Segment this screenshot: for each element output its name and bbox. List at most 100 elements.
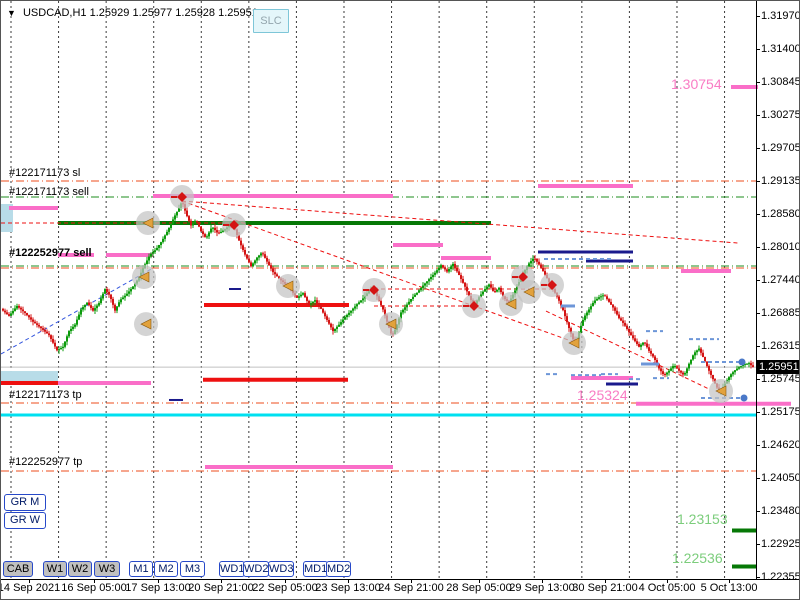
sell-arrow-icon — [385, 318, 397, 330]
x-axis-tick — [221, 579, 222, 583]
x-axis-label: 28 Sep 05:00 — [446, 582, 512, 594]
y-axis-label: 1.27440 — [761, 274, 800, 286]
y-axis-label: 1.22925 — [761, 538, 800, 550]
y-axis-tick — [756, 313, 760, 314]
y-axis-label: 1.29705 — [761, 142, 800, 154]
x-axis-tick — [29, 579, 30, 583]
order-line-label: #122171173 sl — [9, 167, 81, 179]
x-axis-tick — [158, 579, 159, 583]
symbol-timeframe-label: USDCAD,H1 — [22, 7, 87, 19]
y-axis-tick — [756, 511, 760, 512]
open-value: 1.25929 — [89, 7, 130, 19]
y-axis-tick — [756, 181, 760, 182]
y-axis-tick — [756, 49, 760, 50]
y-axis-tick — [756, 280, 760, 281]
toolbar-button-w3[interactable]: W3 — [94, 561, 120, 577]
toolbar-button-wd1[interactable]: WD1 — [219, 561, 245, 577]
blue-dot-icon — [738, 358, 746, 366]
x-axis-label: 16 Sep 05:00 — [61, 582, 127, 594]
order-line-label: #122171173 sell — [9, 186, 89, 198]
trade-markers — [132, 184, 733, 403]
y-axis-tick — [756, 544, 760, 545]
sell-arrow-icon — [505, 298, 517, 310]
blue-dot-icon — [740, 394, 748, 402]
price-dots — [738, 358, 748, 402]
symbol-dropdown-icon[interactable]: ▼ — [7, 8, 16, 18]
y-axis-label: 1.30275 — [761, 109, 800, 121]
x-axis-tick — [605, 579, 606, 583]
y-axis-label: 1.26315 — [761, 340, 800, 352]
y-axis-label: 1.31970 — [761, 10, 800, 22]
x-axis-tick — [542, 579, 543, 583]
highlight-boxes — [1, 203, 58, 384]
x-axis-tick — [411, 579, 412, 583]
x-axis-tick — [667, 579, 668, 583]
x-axis-label: 22 Sep 05:00 — [252, 582, 318, 594]
toolbar-button-w1[interactable]: W1 — [43, 561, 67, 577]
price-level-tag: 1.23153 — [677, 511, 728, 527]
toolbar-button-wd2[interactable]: WD2 — [243, 561, 269, 577]
trade-diamond-icon — [369, 284, 379, 295]
slc-button[interactable]: SLC — [253, 9, 289, 33]
gr-button-gr-w[interactable]: GR W — [4, 512, 46, 529]
y-axis-label: 1.26885 — [761, 307, 800, 319]
toolbar-button-md1[interactable]: MD1 — [303, 561, 328, 577]
toolbar-button-cab[interactable]: CAB — [3, 561, 33, 577]
y-axis-tick — [756, 16, 760, 17]
x-axis-label: 20 Sep 21:00 — [188, 582, 254, 594]
gridlines — [10, 1, 726, 579]
x-axis-label: 24 Sep 21:00 — [378, 582, 444, 594]
y-axis-tick — [756, 346, 760, 347]
x-axis-label: 29 Sep 13:00 — [509, 582, 575, 594]
x-axis-label: 5 Oct 13:00 — [700, 582, 758, 594]
trade-diamond-icon — [518, 272, 528, 283]
toolbar-button-m2[interactable]: M2 — [154, 561, 178, 577]
price-level-tag: 1.22536 — [672, 550, 723, 566]
sell-arrow-icon — [282, 280, 294, 292]
gr-button-gr-m[interactable]: GR M — [4, 494, 46, 511]
sell-arrow-icon — [140, 318, 152, 330]
y-axis-label: 1.23480 — [761, 505, 800, 517]
y-axis-label: 1.24050 — [761, 472, 800, 484]
trendlines — [1, 200, 739, 390]
x-axis-label: 30 Sep 21:00 — [572, 582, 638, 594]
y-axis-label: 1.28010 — [761, 241, 800, 253]
x-axis-tick — [285, 579, 286, 583]
toolbar-button-wd3[interactable]: WD3 — [268, 561, 294, 577]
x-axis-label: 23 Sep 13:00 — [315, 582, 381, 594]
y-axis-label: 1.22355 — [761, 571, 800, 583]
toolbar-button-md2[interactable]: MD2 — [326, 561, 351, 577]
trade-diamond-icon — [229, 219, 239, 230]
high-value: 1.25977 — [132, 7, 173, 19]
order-line-label: #122171173 tp — [9, 389, 82, 401]
current-price-badge: 1.25951 — [757, 360, 799, 375]
close-value: 1.25951 — [218, 7, 258, 19]
y-axis-tick — [756, 148, 760, 149]
price-level-tag: 1.30754 — [671, 76, 722, 92]
toolbar-button-w2[interactable]: W2 — [68, 561, 92, 577]
y-axis-tick — [756, 214, 760, 215]
pivot-overlays — [544, 258, 741, 399]
y-axis-tick — [756, 577, 760, 578]
y-axis-label: 1.29135 — [761, 175, 800, 187]
y-axis-label: 1.28580 — [761, 208, 800, 220]
price-level-tag: 1.25324 — [577, 387, 628, 403]
toolbar-button-m1[interactable]: M1 — [129, 561, 153, 577]
toolbar-button-m3[interactable]: M3 — [180, 561, 205, 577]
trade-diamond-icon — [469, 300, 479, 311]
sell-arrow-icon — [568, 337, 580, 349]
x-axis-tick — [479, 579, 480, 583]
sell-arrow-icon — [523, 286, 535, 298]
y-axis-tick — [756, 82, 760, 83]
trade-diamond-icon — [547, 279, 557, 290]
y-axis-tick — [756, 247, 760, 248]
x-axis-label: 4 Oct 05:00 — [638, 582, 696, 594]
sell-arrow-icon — [138, 271, 150, 283]
ohlc-header: ▼ USDCAD,H1 1.25929 1.25977 1.25928 1.25… — [7, 7, 258, 19]
y-axis-label: 1.30845 — [761, 76, 800, 88]
x-axis-tick — [348, 579, 349, 583]
x-axis-label: 14 Sep 2021 — [0, 582, 61, 594]
sell-arrow-icon — [715, 385, 727, 397]
